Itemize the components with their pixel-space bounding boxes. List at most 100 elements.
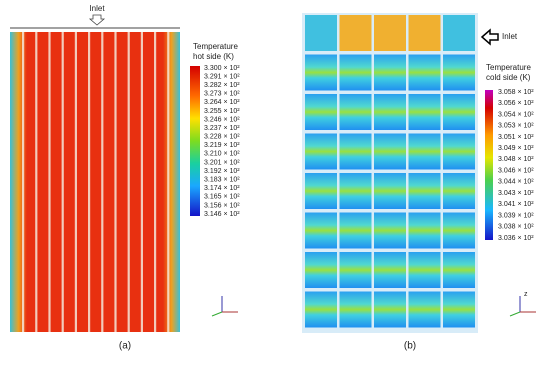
cell: [339, 173, 372, 209]
channel-wall: [74, 32, 77, 332]
scale-label: 3.210 × 10²: [204, 151, 240, 158]
inlet-label: Inlet: [502, 32, 518, 41]
scale-label: 3.046 × 10²: [498, 167, 534, 174]
cell: [305, 212, 337, 249]
channel-wall: [154, 32, 157, 332]
cell: [339, 15, 372, 51]
cell: [408, 133, 441, 170]
cell: [374, 133, 406, 170]
cell: [339, 212, 372, 249]
cell: [443, 291, 475, 328]
scale-label: 3.041 × 10²: [498, 201, 534, 208]
scale-label: 3.246 × 10²: [204, 116, 240, 123]
scale-label: 3.183 × 10²: [204, 176, 240, 183]
cell: [443, 252, 475, 288]
cell: [305, 252, 337, 288]
axis-triad: [211, 296, 238, 317]
scale-label: 3.054 × 10²: [498, 111, 534, 118]
inlet-arrow: [480, 28, 499, 46]
panel-b: Inlet Temperature cold side (K) (b) z 3.…: [302, 13, 536, 352]
legend-title: hot side (K): [193, 52, 234, 61]
channel-wall: [61, 32, 64, 332]
inlet-label: Inlet: [89, 4, 105, 13]
scale-label: 3.036 × 10²: [498, 235, 534, 242]
scale-label: 3.043 × 10²: [498, 190, 534, 197]
cell: [374, 54, 406, 91]
color-bar: [190, 66, 200, 216]
cell: [305, 15, 337, 51]
scale-label: 3.038 × 10²: [498, 224, 534, 231]
caption: (b): [404, 341, 416, 352]
panel-a: Inlet Temperature hot side (K) (a) 3.300…: [10, 4, 240, 352]
scale-label: 3.255 × 10²: [204, 108, 240, 115]
cell: [374, 252, 406, 288]
channel-wall: [22, 32, 25, 332]
cell: [443, 173, 475, 209]
cell: [374, 15, 406, 51]
channel-wall: [114, 32, 117, 332]
scale-label: 3.053 × 10²: [498, 123, 534, 130]
scale-label: 3.264 × 10²: [204, 99, 240, 106]
inlet-arrow: [88, 14, 106, 26]
scale-label: 3.300 × 10²: [204, 65, 240, 72]
scale-label: 3.044 × 10²: [498, 179, 534, 186]
cell: [374, 291, 406, 328]
cell: [339, 252, 372, 288]
cell: [374, 212, 406, 249]
cell: [305, 54, 337, 91]
scale-label: 3.282 × 10²: [204, 82, 240, 89]
cell: [305, 291, 337, 328]
legend-title: Temperature: [486, 63, 531, 72]
cell: [408, 291, 441, 328]
scale-label: 3.156 × 10²: [204, 202, 240, 209]
cell: [374, 94, 406, 130]
cell: [305, 133, 337, 170]
caption: (a): [119, 341, 131, 352]
channel-wall: [101, 32, 104, 332]
channel-wall: [48, 32, 51, 332]
cell: [305, 94, 337, 130]
scale-label: 3.192 × 10²: [204, 168, 240, 175]
scale-label: 3.039 × 10²: [498, 212, 534, 219]
scale-label: 3.051 × 10²: [498, 134, 534, 141]
cell: [374, 173, 406, 209]
cell: [408, 15, 441, 51]
channel-wall: [140, 32, 143, 332]
cell: [339, 54, 372, 91]
cell: [339, 94, 372, 130]
scale-label: 3.228 × 10²: [204, 134, 240, 141]
scale-label: 3.146 × 10²: [204, 211, 240, 218]
channel-wall: [35, 32, 38, 332]
cell: [443, 54, 475, 91]
scale-label: 3.237 × 10²: [204, 125, 240, 132]
scale-label: 3.165 × 10²: [204, 194, 240, 201]
cell: [443, 133, 475, 170]
scale-label: 3.058 × 10²: [498, 89, 534, 96]
legend-title: Temperature: [193, 42, 238, 51]
color-bar: [485, 90, 493, 240]
cell: [339, 133, 372, 170]
scale-label: 3.273 × 10²: [204, 91, 240, 98]
scale-label: 3.049 × 10²: [498, 145, 534, 152]
legend-title: cold side (K): [486, 73, 531, 82]
axis-triad: [509, 296, 536, 317]
cell: [408, 212, 441, 249]
cell: [408, 173, 441, 209]
cell: [443, 212, 475, 249]
channel-wall: [127, 32, 130, 332]
cell: [443, 94, 475, 130]
contour: [10, 32, 180, 332]
channel-wall: [167, 32, 170, 332]
scale-label: 3.174 × 10²: [204, 185, 240, 192]
cell: [305, 173, 337, 209]
scale-label: 3.048 × 10²: [498, 156, 534, 163]
cell: [339, 291, 372, 328]
cell: [408, 54, 441, 91]
channel-wall: [88, 32, 91, 332]
axis-label: z: [524, 291, 528, 298]
scale-label: 3.056 × 10²: [498, 100, 534, 107]
cell: [408, 252, 441, 288]
cell: [443, 15, 475, 51]
scale-label: 3.219 × 10²: [204, 142, 240, 149]
